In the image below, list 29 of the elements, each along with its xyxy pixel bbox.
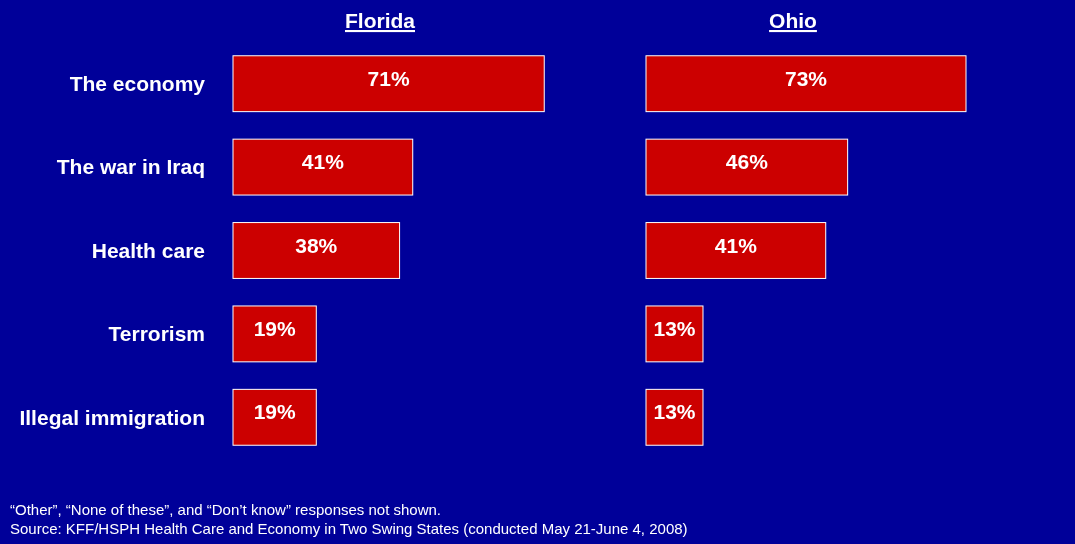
y-tick-label: The economy: [69, 72, 206, 96]
bar: [645, 55, 967, 113]
data-label: 19%: [253, 317, 296, 340]
data-label: 41%: [301, 150, 345, 174]
y-tick-label: Terrorism: [108, 322, 205, 346]
data-label: 13%: [653, 400, 696, 424]
bar: [232, 222, 401, 279]
data-label: 13%: [653, 317, 696, 340]
bar: [645, 305, 704, 363]
data-label: 46%: [725, 150, 769, 174]
bar: [232, 305, 317, 363]
data-label: 41%: [714, 233, 758, 257]
data-label: 71%: [367, 66, 410, 90]
bar: [232, 388, 317, 446]
bar: [645, 138, 849, 196]
text: “Other”, “None of these”, and “Don’t know” responses not shown.: [10, 501, 442, 518]
y-tick-label: Health care: [91, 238, 205, 262]
chart-title: Florida: [344, 9, 416, 32]
data-label: 73%: [784, 66, 828, 90]
y-tick-label: Illegal immigration: [19, 405, 205, 429]
bar: [645, 388, 704, 446]
data-label: 19%: [253, 400, 296, 424]
source-note: Source: KFF/HSPH Health Care and Economy in Two Swing States (conducted May 21-June 4, 2008): [10, 520, 688, 537]
bar: [232, 138, 414, 196]
data-label: 38%: [295, 233, 338, 257]
chart-title: Ohio: [769, 9, 817, 32]
bar: [645, 222, 827, 279]
y-tick-label: The war in Iraq: [56, 155, 205, 179]
bar: [232, 55, 545, 113]
